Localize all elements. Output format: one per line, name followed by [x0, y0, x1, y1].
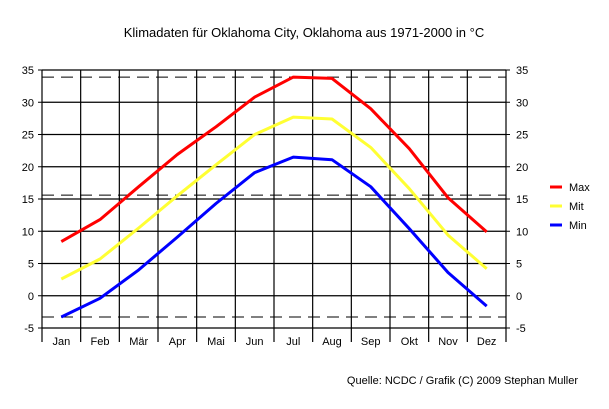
y-tick-label-left: 35 — [22, 65, 34, 77]
y-tick-label-left: 20 — [22, 162, 34, 174]
source-credit: Quelle: NCDC / Grafik (C) 2009 Stephan M… — [347, 375, 578, 387]
y-tick-label-left: -5 — [24, 323, 34, 335]
x-tick-label: Sep — [361, 336, 381, 348]
x-tick-label: Jun — [246, 336, 264, 348]
x-tick-label: Aug — [322, 336, 342, 348]
legend-label-mit: Mit — [569, 201, 584, 213]
x-tick-label: Jan — [52, 336, 70, 348]
x-axis: Jan Feb Mär Apr Mai Jun Jul Aug Sep Okt Nov Dez — [52, 336, 496, 348]
y-tick-label-left: 15 — [22, 194, 34, 206]
y-tick-label-right: 20 — [516, 162, 528, 174]
x-tick-label: Apr — [169, 336, 186, 348]
series-line-mit — [60, 115, 488, 281]
y-tick-label-left: 10 — [22, 226, 34, 238]
grid — [41, 69, 507, 342]
y-tick-label-right: -5 — [516, 323, 526, 335]
series-lines — [60, 75, 488, 319]
reference-lines — [42, 76, 506, 318]
legend: Max Mit Min — [550, 182, 590, 232]
y-axis-left: 35 30 25 20 15 10 5 0 -5 — [22, 65, 42, 335]
chart-title: Klimadaten für Oklahoma City, Oklahoma a… — [124, 25, 484, 40]
y-tick-label-right: 25 — [516, 130, 528, 142]
x-tick-label: Mär — [129, 336, 148, 348]
x-tick-label: Nov — [438, 336, 458, 348]
y-tick-label-left: 30 — [22, 97, 34, 109]
y-tick-label-left: 0 — [28, 291, 34, 303]
y-tick-label-right: 10 — [516, 226, 528, 238]
y-tick-label-right: 5 — [516, 259, 522, 271]
legend-label-min: Min — [569, 220, 587, 232]
x-tick-label: Jul — [286, 336, 300, 348]
x-tick-label: Dez — [477, 336, 497, 348]
x-tick-label: Feb — [91, 336, 110, 348]
y-axis-right: 35 30 25 20 15 10 5 0 -5 — [506, 65, 528, 335]
series-line-max — [60, 75, 488, 243]
y-tick-label-right: 0 — [516, 291, 522, 303]
x-tick-label: Okt — [401, 336, 418, 348]
y-tick-label-right: 15 — [516, 194, 528, 206]
y-tick-label-right: 35 — [516, 65, 528, 77]
legend-label-max: Max — [569, 182, 590, 194]
series-line-min — [60, 155, 488, 319]
y-tick-label-left: 5 — [28, 259, 34, 271]
y-tick-label-right: 30 — [516, 97, 528, 109]
x-tick-label: Mai — [207, 336, 225, 348]
y-tick-label-left: 25 — [22, 130, 34, 142]
